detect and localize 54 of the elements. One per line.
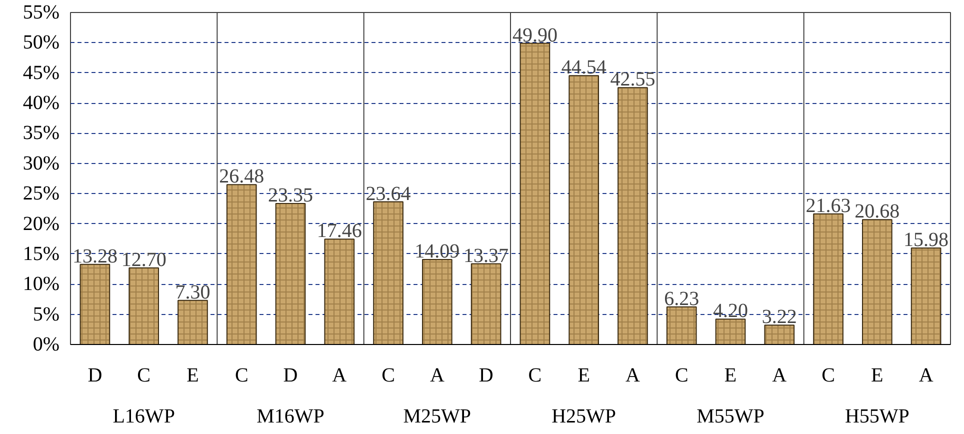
x-tick-label: A: [332, 364, 348, 386]
y-tick-label: 20%: [22, 212, 60, 235]
y-tick-label: 25%: [22, 182, 60, 205]
text: L16WP: [112, 406, 175, 428]
x-tick-label: A: [430, 364, 445, 386]
x-tick-label: C: [234, 364, 248, 386]
x-tick-label: C: [382, 364, 395, 386]
data-label: 6.23: [664, 288, 700, 310]
x-tick-label: A: [918, 364, 934, 386]
y-tick-label: 35%: [22, 122, 60, 144]
x-tick-label: A: [772, 364, 788, 386]
data-label: 4.20: [713, 300, 748, 322]
x-tick-label: A: [626, 364, 640, 386]
x-tick-label: C: [137, 364, 151, 386]
y-tick-label: 5%: [32, 303, 60, 326]
x-tick-label: C: [822, 364, 835, 386]
x-tick-label: D: [283, 364, 298, 386]
data-label: 13.37: [464, 244, 509, 267]
data-label: 49.90: [512, 24, 558, 46]
data-label: 44.54: [561, 56, 606, 79]
x-tick-label: D: [88, 364, 102, 386]
data-label: 7.30: [175, 281, 210, 304]
data-label: 20.68: [854, 200, 900, 223]
y-tick-label: 30%: [22, 152, 60, 174]
text: M25WP: [403, 406, 472, 428]
data-label: 15.98: [904, 229, 949, 252]
data-label: 23.35: [268, 184, 313, 207]
data-label: 14.09: [414, 240, 460, 262]
x-tick-label: E: [578, 364, 590, 386]
y-tick-label: 55%: [22, 2, 60, 24]
y-tick-label: 15%: [22, 242, 60, 265]
x-tick-label: D: [478, 364, 494, 386]
data-label: 21.63: [806, 194, 851, 217]
data-label: 3.22: [762, 306, 797, 328]
data-label: 13.28: [72, 245, 118, 268]
y-tick-label: 10%: [22, 273, 60, 296]
data-label: 42.55: [610, 68, 656, 91]
data-label: 12.70: [121, 248, 166, 271]
x-tick-label: E: [724, 364, 737, 386]
x-tick-label: C: [528, 364, 542, 386]
x-tick-label: C: [674, 364, 688, 386]
text: H55WP: [844, 406, 910, 428]
text: M55WP: [696, 406, 764, 428]
y-tick-label: 0%: [32, 334, 60, 356]
x-tick-label: E: [871, 364, 884, 386]
data-label: 17.46: [316, 220, 362, 242]
y-tick-label: 50%: [22, 32, 60, 54]
y-tick-label: 45%: [22, 62, 60, 84]
text: M16WP: [256, 406, 324, 428]
text: H25WP: [552, 406, 616, 428]
y-tick-label: 40%: [22, 92, 60, 114]
data-label: 23.64: [366, 182, 411, 205]
data-label: 26.48: [219, 166, 264, 188]
x-tick-label: E: [186, 364, 199, 386]
